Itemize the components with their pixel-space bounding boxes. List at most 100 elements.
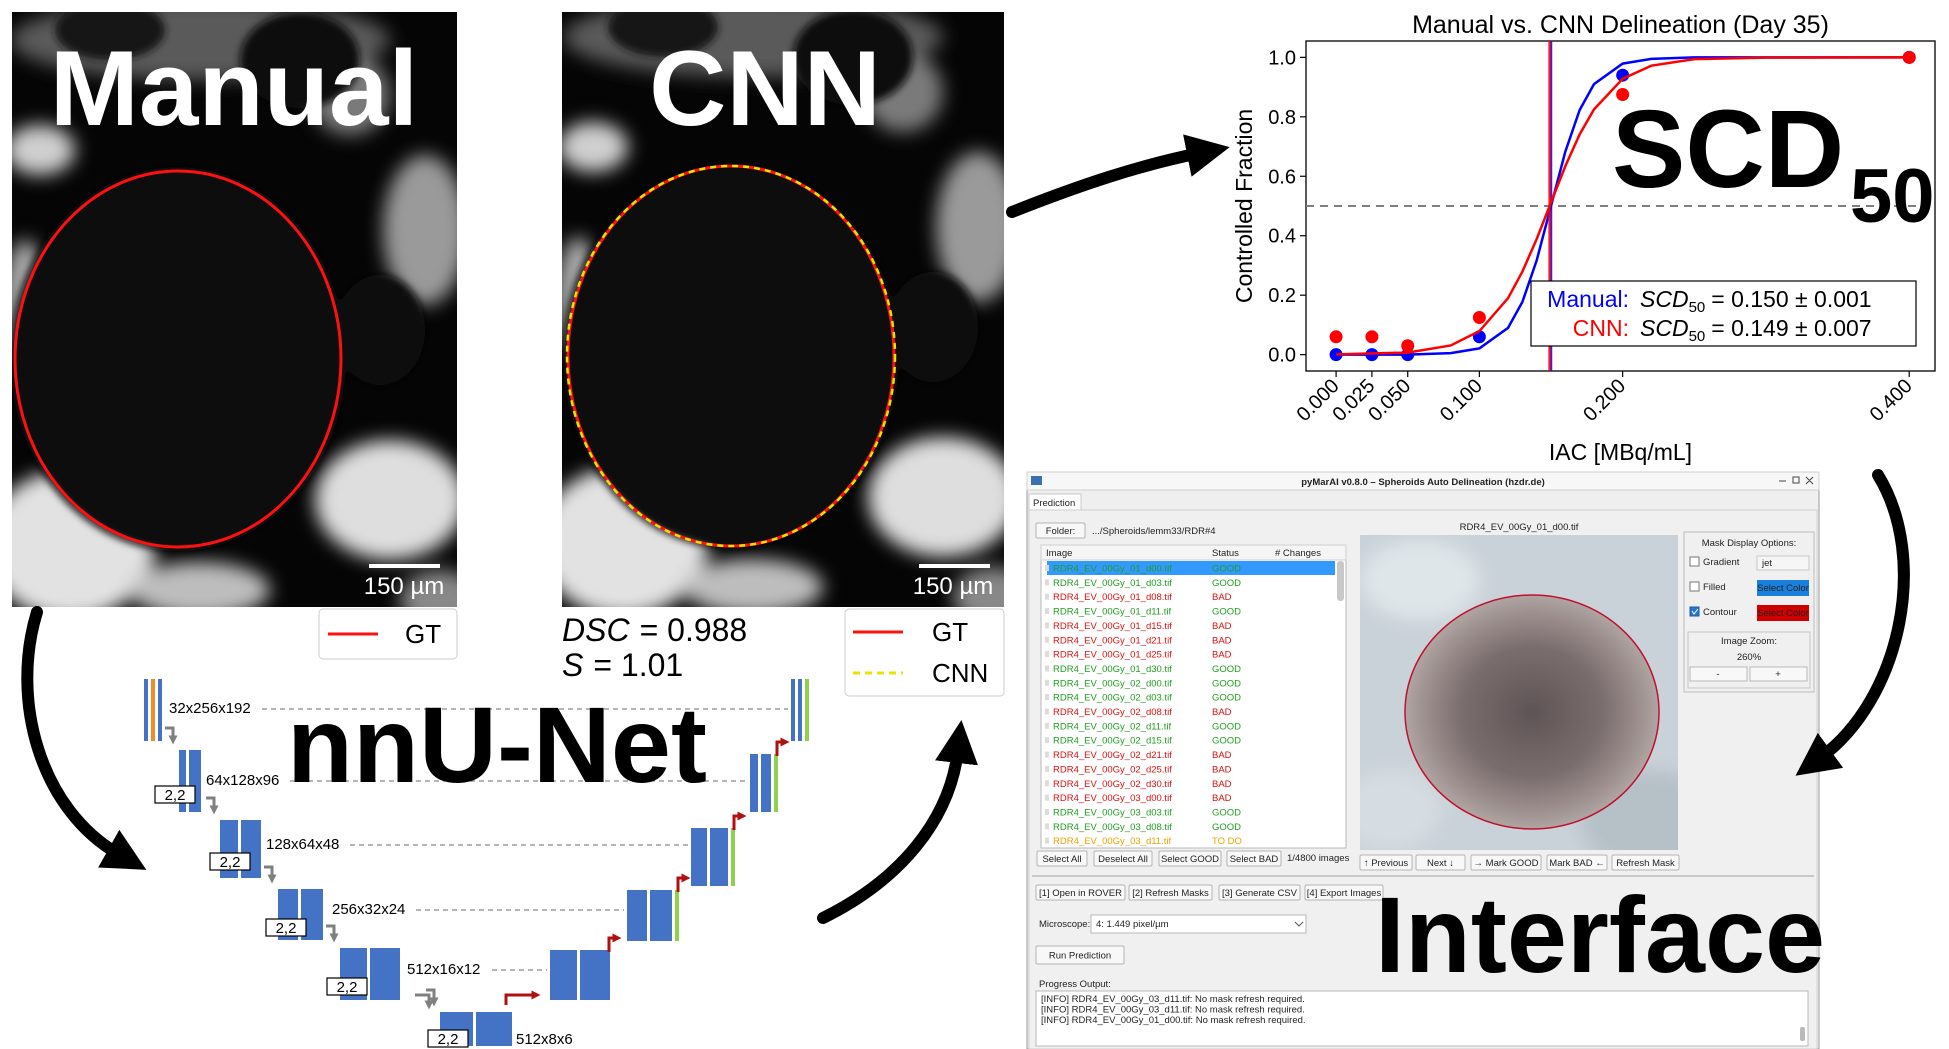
- checkbox-label: Gradient: [1703, 557, 1740, 568]
- button[interactable]: [1546, 854, 1608, 871]
- button[interactable]: [1093, 850, 1153, 867]
- combobox[interactable]: [1756, 555, 1810, 571]
- scrollbar[interactable]: [1337, 561, 1344, 601]
- row-marker: [1045, 823, 1049, 830]
- row-image: RDR4_EV_00Gy_02_d03.tif: [1053, 693, 1172, 704]
- unet-layer: [791, 679, 795, 741]
- formula-value: = 0.150 ± 0.001: [1711, 286, 1871, 312]
- zoom-in-button[interactable]: [1749, 666, 1808, 682]
- mask-options-title: Mask Display Options:: [1702, 538, 1797, 549]
- row-status: GOOD: [1212, 607, 1241, 618]
- row-status: GOOD: [1212, 822, 1241, 833]
- upsample-arrow: [607, 933, 622, 952]
- button[interactable]: [1035, 884, 1126, 901]
- data-point: [1472, 310, 1486, 324]
- row-image: RDR4_EV_00Gy_02_d00.tif: [1053, 678, 1172, 689]
- unet-layer: [179, 750, 186, 812]
- row-marker: [1045, 708, 1049, 715]
- row-selected: [1047, 561, 1335, 575]
- log-line: [INFO] RDR4_EV_00Gy_01_d00.tif: No mask …: [1041, 1015, 1306, 1026]
- window-controls[interactable]: [1779, 476, 1814, 485]
- row-marker: [1045, 651, 1049, 658]
- button[interactable]: [1035, 945, 1125, 965]
- zoom-value: 260%: [1737, 652, 1762, 663]
- stride-box: [154, 785, 196, 804]
- scd-overlay: SCD: [1612, 88, 1844, 211]
- x-tick-label: 0.200: [1579, 375, 1630, 426]
- x-axis-label: IAC [MBq/mL]: [1549, 439, 1692, 465]
- y-tick-label: 0.8: [1268, 107, 1296, 129]
- panel-title: CNN: [649, 28, 881, 148]
- button-label: [3] Generate CSV: [1222, 888, 1298, 899]
- data-point: [1365, 330, 1379, 344]
- button[interactable]: [1128, 884, 1213, 901]
- stride-label: 2,2: [276, 920, 297, 937]
- button-label: +: [1775, 669, 1781, 680]
- button[interactable]: [1036, 850, 1088, 867]
- button[interactable]: [1470, 854, 1542, 871]
- stride-label: 2,2: [165, 787, 186, 804]
- row-status: BAD: [1212, 779, 1232, 790]
- row-status: GOOD: [1212, 693, 1241, 704]
- scale-bar-label: 150 µm: [364, 573, 445, 600]
- zoom-title: Image Zoom:: [1721, 636, 1777, 647]
- button[interactable]: [1304, 884, 1384, 901]
- window-title: pyMarAI v0.8.0 – Spheroids Auto Delineat…: [1301, 477, 1545, 488]
- formula-subscript: 50: [1689, 328, 1706, 345]
- button-label: Folder:: [1046, 526, 1076, 537]
- row-marker: [1045, 579, 1049, 586]
- row-marker: [1045, 794, 1049, 801]
- row-marker: [1045, 780, 1049, 787]
- layer-shape: 512x8x6: [516, 1031, 573, 1048]
- row-marker: [1045, 694, 1049, 701]
- button[interactable]: [1415, 854, 1466, 871]
- legend-label: CNN: [932, 658, 988, 688]
- legend-label: GT: [932, 617, 968, 647]
- progress-label: Progress Output:: [1039, 979, 1111, 990]
- image-count: 1/4800 images: [1287, 853, 1350, 864]
- row-image: RDR4_EV_00Gy_03_d08.tif: [1053, 822, 1172, 833]
- button[interactable]: [1359, 854, 1413, 871]
- downsample-arrow: [426, 988, 439, 1007]
- checkbox[interactable]: [1689, 556, 1700, 567]
- metric-symbol: DSC: [562, 612, 630, 648]
- checkbox-checked[interactable]: [1689, 606, 1700, 617]
- button[interactable]: [1226, 850, 1282, 867]
- upsample-arrow: [504, 990, 541, 1005]
- button-label: Select Color: [1757, 583, 1809, 594]
- button-label: Next ↓: [1427, 858, 1454, 869]
- stride-box: [209, 852, 251, 871]
- panel-title: Manual: [50, 28, 419, 148]
- button[interactable]: [1611, 854, 1680, 871]
- flow-arrows: [21, 134, 1910, 924]
- zoom-out-button[interactable]: [1689, 666, 1748, 682]
- color-button[interactable]: [1757, 580, 1809, 596]
- button[interactable]: [1158, 850, 1222, 867]
- row-marker: [1045, 565, 1049, 571]
- interface-overlay: Interface: [1375, 874, 1825, 995]
- button-label: [2] Refresh Masks: [1132, 888, 1209, 899]
- row-image: RDR4_EV_00Gy_03_d00.tif: [1053, 793, 1172, 804]
- row-image: RDR4_EV_00Gy_01_d03.tif: [1053, 578, 1172, 589]
- downsample-arrow: [264, 865, 277, 884]
- checkbox[interactable]: [1689, 581, 1700, 592]
- downsample-arrow: [326, 924, 339, 943]
- row-status: BAD: [1212, 750, 1232, 761]
- formula-symbol: SCD: [1640, 286, 1689, 312]
- data-point: [1902, 50, 1916, 64]
- button[interactable]: [1035, 522, 1086, 539]
- button[interactable]: [1218, 884, 1301, 901]
- fit-curve: [1336, 56, 1910, 356]
- button-label: Refresh Mask: [1616, 858, 1675, 869]
- row-status: GOOD: [1212, 736, 1241, 747]
- scrollbar[interactable]: [1800, 1027, 1805, 1041]
- microscope-combobox[interactable]: [1090, 914, 1307, 934]
- checkmark: [1691, 608, 1699, 615]
- table-header: [1040, 544, 1347, 561]
- row-marker: [1045, 622, 1049, 629]
- unet-layer: [580, 950, 610, 1000]
- color-button[interactable]: [1757, 605, 1809, 621]
